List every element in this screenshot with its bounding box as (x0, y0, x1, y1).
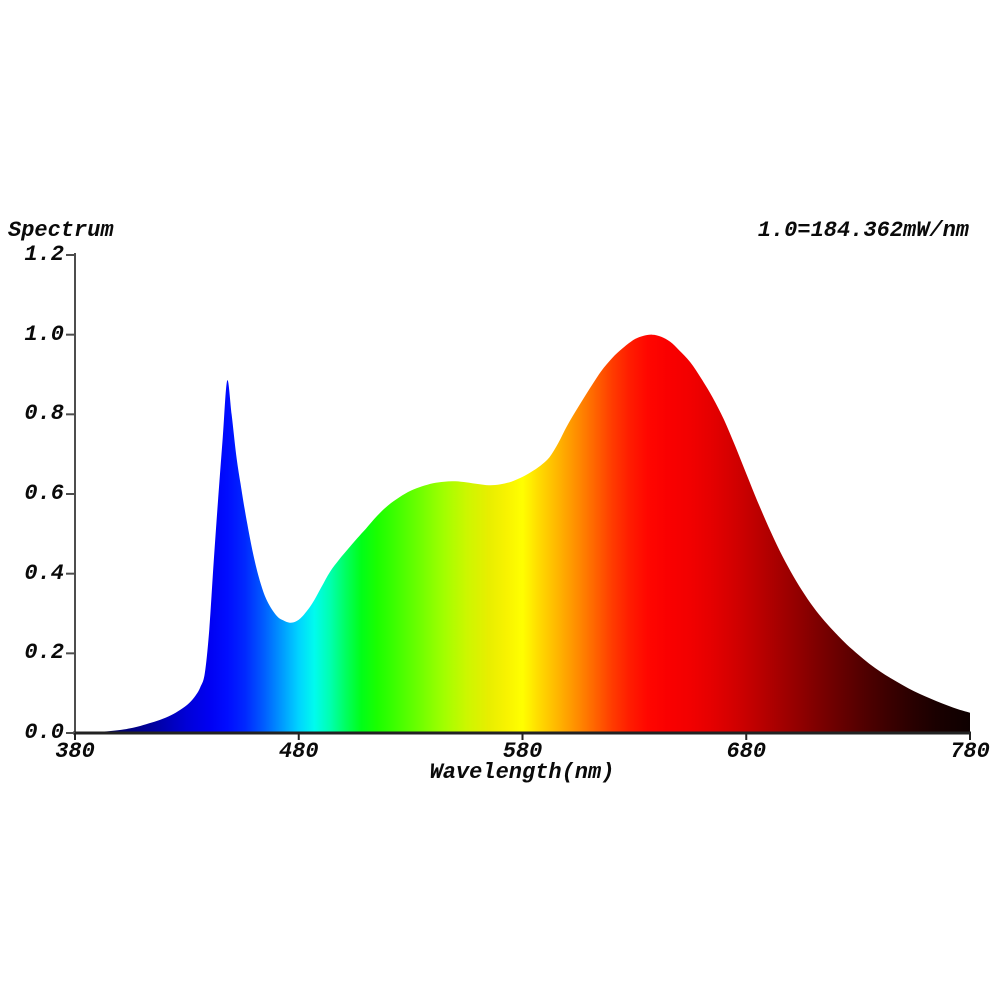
y-tick-label: 0.0 (24, 720, 64, 745)
y-tick-label: 1.2 (24, 242, 64, 267)
x-tick-label: 380 (55, 739, 95, 764)
y-tick-label: 0.6 (24, 481, 64, 506)
x-tick-label: 780 (950, 739, 990, 764)
x-axis-title: Wavelength(nm) (429, 760, 615, 785)
y-tick-label: 0.4 (24, 560, 64, 586)
chart-title: Spectrum (8, 218, 114, 243)
y-tick-label: 0.8 (24, 401, 64, 427)
x-tick-label: 680 (726, 739, 767, 764)
y-tick-label: 1.0 (24, 321, 64, 347)
spectrum-area (75, 334, 970, 733)
normalization-note: 1.0=184.362mW/nm (757, 218, 969, 243)
x-tick-label: 580 (502, 739, 543, 764)
x-tick-label: 480 (278, 739, 319, 764)
y-tick-label: 0.2 (24, 640, 64, 666)
